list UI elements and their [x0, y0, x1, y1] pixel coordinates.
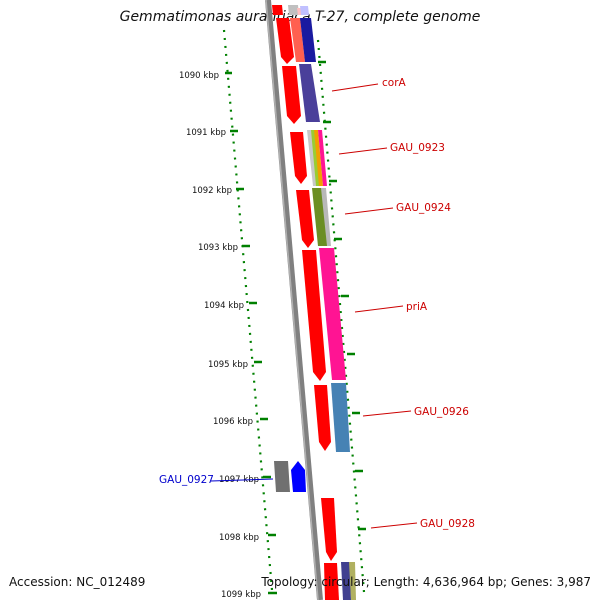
kbp-label: 1094 kbp [204, 301, 244, 311]
cds-arrow [302, 250, 326, 381]
cds-arrow [282, 66, 301, 124]
cds-arrow [321, 498, 337, 561]
left-lane [274, 461, 306, 492]
ruler-ticks [225, 60, 366, 595]
kbp-label: 1091 kbp [186, 128, 226, 138]
kbp-label: 1099 kbp [221, 590, 261, 600]
pseudo-gene-box [274, 461, 290, 492]
cds-arrow [276, 18, 294, 64]
cds-arrow [314, 385, 331, 451]
top-strip [272, 5, 309, 15]
cds-arrow [324, 563, 339, 600]
gene-label-gau-0927: GAU_0927 [159, 474, 214, 486]
kbp-label: 1098 kbp [219, 533, 259, 543]
gene-label-gau-0926: GAU_0926 [414, 406, 469, 418]
cds-arrow [290, 132, 307, 184]
strand-forward [276, 18, 339, 600]
kbp-label: 1092 kbp [192, 186, 232, 196]
kbp-label: 1096 kbp [213, 417, 253, 427]
cds-box [300, 6, 309, 15]
cds-box [299, 64, 320, 122]
kbp-label: 1090 kbp [179, 71, 219, 81]
kbp-label: 1093 kbp [198, 243, 238, 253]
leader-line [362, 410, 412, 417]
cds-arrow [272, 5, 283, 15]
cds-box [349, 562, 356, 600]
gene-label-gau-0923: GAU_0923 [390, 142, 445, 154]
backbone-line [265, 0, 323, 600]
leader-line [354, 305, 404, 313]
gene-label-gau-0928: GAU_0928 [420, 518, 475, 530]
leader-line [370, 522, 418, 529]
gene-label-pria: priA [406, 301, 428, 313]
leader-line [338, 147, 388, 155]
leader-line [344, 207, 394, 215]
cds-box [307, 130, 317, 186]
leader-line [331, 83, 379, 92]
strand-reverse [290, 18, 356, 600]
kbp-labels: 1090 kbp 1091 kbp 1092 kbp 1093 kbp 1094… [179, 71, 261, 600]
cds-arrow [296, 190, 314, 248]
gau-0927-arrow [291, 461, 306, 492]
cds-box [288, 5, 299, 15]
genome-summary-text: Topology: circular; Length: 4,636,964 bp… [261, 575, 591, 589]
accession-text: Accession: NC_012489 [9, 575, 146, 589]
cds-box [300, 18, 316, 62]
inner-ruler-dots [222, 29, 274, 591]
gene-label-cora: corA [382, 77, 407, 89]
cds-box [321, 188, 331, 246]
cds-box [331, 383, 350, 452]
cds-box [341, 562, 351, 600]
cds-box [312, 188, 329, 246]
cds-box [319, 248, 346, 380]
kbp-label: 1095 kbp [208, 360, 248, 370]
leader-line [210, 478, 274, 482]
cds-box [318, 130, 327, 186]
map-title: Gemmatimonas aurantiaca T-27, complete g… [119, 9, 481, 25]
genome-backbone [265, 0, 323, 600]
gene-label-gau-0924: GAU_0924 [396, 202, 451, 214]
ruler-dots [222, 29, 366, 593]
gene-labels: corA GAU_0923 GAU_0924 priA GAU_0926 GAU… [159, 77, 475, 530]
leader-lines [210, 83, 418, 529]
cds-box [314, 130, 323, 186]
